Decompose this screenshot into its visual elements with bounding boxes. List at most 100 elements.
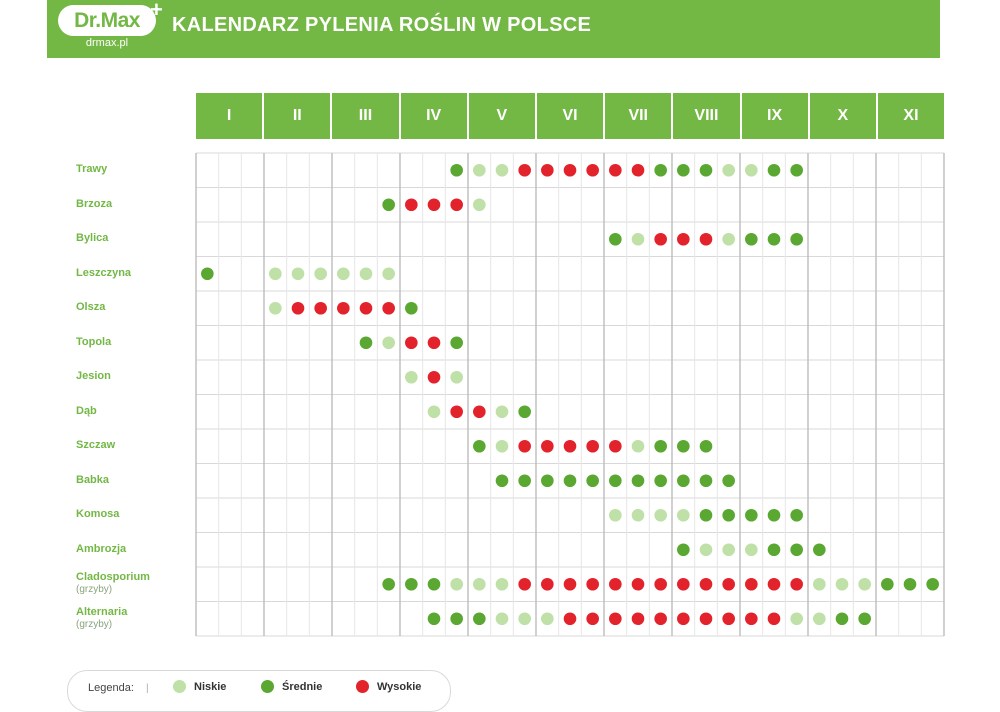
pollen-dot-high <box>654 577 667 591</box>
pollen-dot-high <box>518 439 531 453</box>
pollen-dot-high <box>745 612 758 626</box>
pollen-dot-high <box>563 577 577 591</box>
pollen-dot-high <box>405 336 418 350</box>
pollen-dot-high <box>359 301 373 315</box>
pollen-dot-low <box>858 577 871 591</box>
month-header-I: I <box>196 93 263 139</box>
pollen-dot-medium <box>382 577 395 591</box>
plant-name: Olsza <box>76 301 106 314</box>
pollen-dot-low <box>495 612 509 626</box>
pollen-dot-low <box>631 232 645 246</box>
pollen-dot-high <box>427 198 441 212</box>
plant-label-trawy: Trawy <box>76 164 107 175</box>
legend-dot-high <box>356 680 369 693</box>
pollen-dot-medium <box>790 163 803 177</box>
month-header-IX: IX <box>741 93 808 139</box>
pollen-dot-medium <box>382 198 395 212</box>
plant-name: Bylica <box>76 232 109 245</box>
pollen-dot-low <box>745 543 758 557</box>
pollen-dot-medium <box>677 163 690 177</box>
pollen-dot-high <box>699 232 713 246</box>
pollen-dot-high <box>563 163 577 177</box>
pollen-dot-medium <box>677 543 690 557</box>
plant-label-ambrozja: Ambrozja <box>76 542 127 555</box>
pollen-dot-low <box>495 163 509 177</box>
legend-item-medium: Średnie <box>261 680 322 693</box>
pollen-dot-medium <box>926 577 939 591</box>
pollen-dot-high <box>586 439 599 453</box>
pollen-dot-medium <box>609 474 622 488</box>
month-header-II: II <box>264 93 331 139</box>
pollen-dot-medium <box>722 508 735 522</box>
drmax-logo[interactable]: Dr.Max <box>58 5 156 36</box>
pollen-dot-high <box>609 439 622 453</box>
pollen-dot-high <box>427 336 441 350</box>
legend-item-low: Niskie <box>173 680 226 693</box>
pollen-dot-high <box>518 163 531 177</box>
pollen-dot-high <box>722 612 735 626</box>
pollen-dot-low <box>813 612 826 626</box>
pollen-dot-medium <box>677 439 690 453</box>
pollen-dot-high <box>473 405 486 419</box>
plant-label-alternaria: Alternaria (grzyby) <box>76 606 127 630</box>
pollen-dot-medium <box>405 577 418 591</box>
pollen-dot-medium <box>835 612 849 626</box>
legend-separator: | <box>146 683 149 694</box>
pollen-dot-low <box>518 612 531 626</box>
pollen-dot-high <box>767 577 781 591</box>
plant-sub-label: (grzyby) <box>76 618 113 630</box>
pollen-dot-high <box>654 612 667 626</box>
pollen-dot-low <box>337 267 350 281</box>
pollen-dot-medium <box>745 232 758 246</box>
pollen-dot-medium <box>858 612 871 626</box>
pollen-dot-low <box>495 577 509 591</box>
pollen-dot-low <box>495 405 509 419</box>
pollen-dot-high <box>699 612 713 626</box>
pollen-dot-medium <box>722 474 735 488</box>
pollen-dot-high <box>450 198 463 212</box>
pollen-dot-high <box>745 577 758 591</box>
pollen-dot-high <box>631 612 645 626</box>
plant-label-olsza: Olsza <box>76 302 105 313</box>
pollen-dot-medium <box>813 543 826 557</box>
pollen-dot-medium <box>427 612 441 626</box>
pollen-dot-medium <box>699 474 713 488</box>
plant-name: Babka <box>76 473 110 486</box>
pollen-dot-low <box>450 577 463 591</box>
month-header-III: III <box>332 93 399 139</box>
month-header-X: X <box>809 93 876 139</box>
pollen-dot-high <box>541 163 554 177</box>
pollen-dot-high <box>586 163 599 177</box>
pollen-dot-medium <box>881 577 894 591</box>
logo-url[interactable]: drmax.pl <box>85 37 129 49</box>
pollen-dot-medium <box>405 301 418 315</box>
pollen-dot-high <box>337 301 350 315</box>
pollen-dot-medium <box>427 577 441 591</box>
plant-name: Dąb <box>76 404 97 417</box>
pollen-dot-high <box>609 577 622 591</box>
plant-name: Ambrozja <box>76 542 127 555</box>
pollen-dot-medium <box>699 508 713 522</box>
pollen-dot-medium <box>699 439 713 453</box>
pollen-dot-low <box>631 508 645 522</box>
pollen-dot-high <box>291 301 305 315</box>
pollen-dot-low <box>405 370 418 384</box>
pollen-dot-low <box>473 577 486 591</box>
plant-name: Leszczyna <box>76 266 132 279</box>
pollen-dot-medium <box>541 474 554 488</box>
pollen-dot-medium <box>767 163 781 177</box>
pollen-dot-medium <box>790 508 803 522</box>
pollen-dot-low <box>473 198 486 212</box>
pollen-dot-low <box>699 543 713 557</box>
plant-label-leszczyna: Leszczyna <box>76 266 132 279</box>
pollen-dot-high <box>609 612 622 626</box>
pollen-dot-medium <box>631 474 645 488</box>
pollen-dot-high <box>314 301 327 315</box>
plant-name: Jesion <box>76 370 111 383</box>
pollen-dot-high <box>541 439 554 453</box>
pollen-dot-medium <box>450 163 463 177</box>
pollen-dot-high <box>790 577 803 591</box>
plant-label-dąb: Dąb <box>76 404 97 417</box>
legend-label-medium: Średnie <box>282 680 323 693</box>
header-banner: Dr.Max + drmax.pl KALENDARZ PYLENIA ROŚL… <box>47 0 940 58</box>
